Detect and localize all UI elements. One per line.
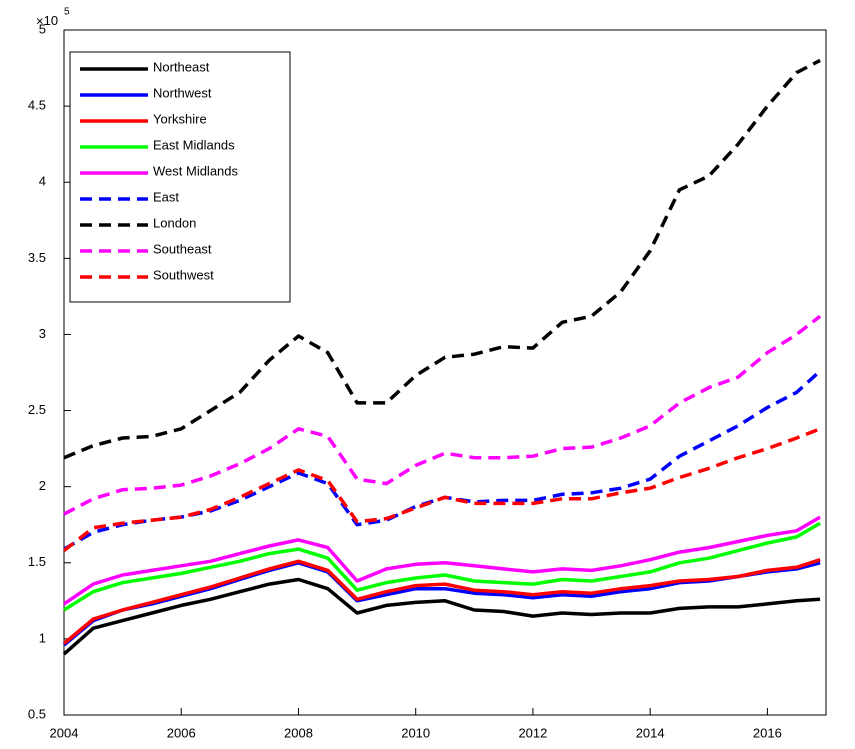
y-tick-label: 4.5 — [28, 98, 46, 113]
legend-label: Southwest — [153, 267, 214, 282]
line-series — [62, 577, 821, 656]
y-multiplier-exponent: 5 — [64, 7, 70, 18]
legend-label: East — [153, 189, 179, 204]
legend-label: London — [153, 215, 196, 230]
y-tick-label: 2.5 — [28, 402, 46, 417]
x-tick-label: 2014 — [636, 725, 665, 740]
line-series — [62, 427, 821, 552]
y-tick-label: 3.5 — [28, 250, 46, 265]
y-tick-label: 2 — [39, 478, 46, 493]
x-tick-label: 2016 — [753, 725, 782, 740]
legend-label: Yorkshire — [153, 111, 207, 126]
legend: Northeast Northwest Yorkshire East Midlands… — [69, 51, 291, 303]
line-series — [63, 314, 822, 516]
y-tick-label: 1 — [39, 630, 46, 645]
line-series — [63, 515, 821, 606]
legend-label: Northeast — [153, 59, 210, 74]
legend-label: Southeast — [153, 241, 212, 256]
line-series — [62, 558, 821, 645]
y-multiplier-base: ×10 — [36, 13, 58, 28]
y-tick-label: 3 — [39, 326, 46, 341]
legend-label: East Midlands — [153, 137, 235, 152]
x-tick-label: 2004 — [50, 725, 79, 740]
y-tick-label: 0.5 — [28, 706, 46, 721]
legend-label: Northwest — [153, 85, 212, 100]
y-tick-label: 5 — [39, 21, 46, 36]
line-series — [63, 521, 821, 612]
x-tick-label: 2006 — [167, 725, 196, 740]
line-series — [63, 369, 822, 551]
legend-label: West Midlands — [153, 163, 239, 178]
y-tick-label: 4 — [39, 174, 46, 189]
y-multiplier-base-text: 10 — [44, 13, 58, 28]
x-tick-label: 2008 — [284, 725, 313, 740]
plot-frame — [63, 29, 827, 716]
line-series — [63, 58, 821, 460]
y-tick-label: 1.5 — [28, 554, 46, 569]
x-tick-label: 2010 — [401, 725, 430, 740]
x-tick-label: 2012 — [518, 725, 547, 740]
